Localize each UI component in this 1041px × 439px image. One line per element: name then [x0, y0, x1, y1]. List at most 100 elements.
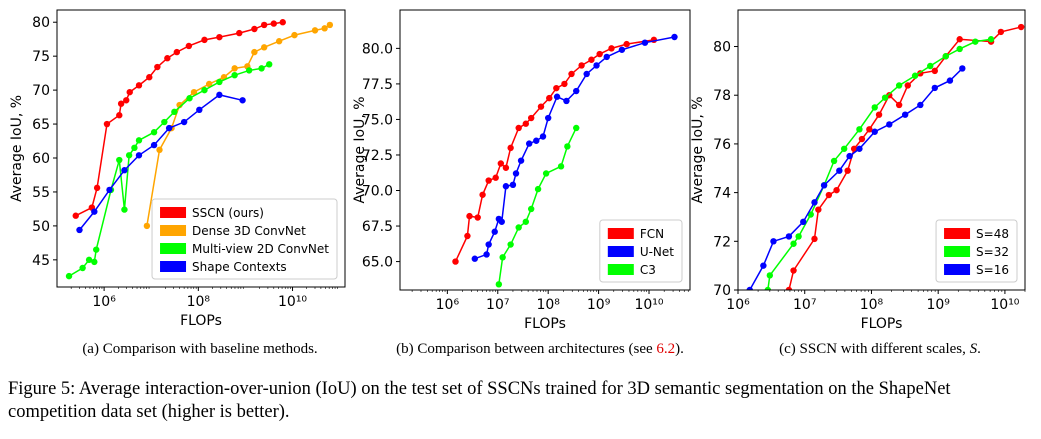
legend-swatch: [160, 261, 187, 272]
point: [260, 21, 268, 29]
chart: 10⁶ 10⁷ 10⁸ 10⁹ 10¹⁰ 65.0 67.5 70.0 72.5 75.0 77.5…: [352, 9, 691, 332]
point: [553, 84, 560, 92]
charts: 10⁶ 10⁸ 10¹⁰ 45 50 55 60 65 70 75 80 FLOPs Average I…: [9, 9, 1026, 332]
y-tick-label: 70: [32, 83, 50, 99]
point: [236, 29, 243, 37]
point: [143, 222, 151, 230]
point: [596, 50, 603, 58]
point: [509, 181, 517, 189]
point: [959, 65, 966, 72]
point: [474, 214, 481, 221]
point: [671, 33, 678, 41]
y-tick-label: 80: [32, 15, 50, 31]
point: [492, 174, 499, 181]
legend-swatch: [607, 264, 634, 275]
point: [93, 246, 100, 253]
point: [512, 170, 520, 177]
point: [764, 286, 772, 290]
point: [527, 205, 535, 213]
point: [156, 146, 163, 154]
caption-c: (c) SSCN with different scales, S.: [720, 341, 1040, 358]
point: [270, 20, 277, 27]
point: [483, 251, 490, 258]
point: [539, 133, 547, 140]
point: [997, 28, 1005, 36]
point: [840, 145, 848, 152]
point: [186, 95, 193, 102]
point: [76, 226, 83, 234]
point: [171, 108, 178, 116]
caption-ref[interactable]: 6.2: [656, 341, 676, 357]
legend-swatch: [160, 207, 187, 218]
point: [815, 206, 822, 213]
point: [790, 240, 797, 247]
plot-area: [452, 33, 678, 288]
point: [150, 141, 158, 149]
caption-text: ).: [675, 341, 684, 357]
point: [901, 111, 909, 118]
plot-area: [65, 19, 334, 280]
point: [811, 235, 818, 243]
legend-label: C3: [640, 263, 656, 277]
point: [205, 80, 213, 88]
point: [856, 145, 863, 152]
x-tick-label: 10⁹: [587, 297, 611, 313]
point: [946, 77, 954, 84]
x-tick-label: 10¹⁰: [634, 297, 663, 313]
chart: 10⁶ 10⁷ 10⁸ 10⁹ 10¹⁰ 70 72 74 76 78 80 FLOPs Average…: [690, 9, 1026, 332]
point: [927, 62, 934, 70]
point: [895, 101, 903, 109]
point: [452, 258, 459, 265]
point: [588, 56, 595, 63]
legend-label: S=16: [976, 263, 1009, 277]
point: [135, 137, 143, 144]
legend-frame: [151, 198, 338, 280]
point: [770, 238, 777, 245]
point: [537, 103, 545, 110]
y-tick-label: 70.0: [362, 184, 393, 200]
legend-label: Shape Contexts: [192, 260, 287, 274]
point: [895, 82, 903, 89]
point: [291, 31, 298, 39]
point: [121, 167, 128, 174]
point: [201, 36, 208, 44]
point: [150, 129, 158, 136]
y-tick-label: 72: [713, 234, 731, 250]
point: [542, 170, 550, 177]
point: [117, 100, 125, 107]
point: [161, 118, 168, 126]
point: [931, 84, 939, 92]
point: [126, 88, 133, 96]
point: [608, 45, 615, 52]
x-tick-label: 10⁶: [726, 297, 750, 313]
legend-label: Multi-view 2D ConvNet: [192, 242, 329, 256]
point: [846, 152, 853, 160]
point: [534, 185, 542, 193]
point: [593, 62, 600, 69]
point: [790, 267, 797, 274]
point: [196, 106, 203, 114]
point: [956, 45, 963, 53]
x-tick-label: 10⁷: [486, 297, 509, 313]
y-tick-label: 74: [713, 186, 731, 202]
point: [173, 48, 181, 56]
point: [836, 167, 843, 174]
series-line: [146, 24, 331, 227]
point: [544, 114, 552, 122]
y-tick-label: 67.5: [362, 219, 393, 235]
point: [561, 80, 568, 88]
y-axis-label: Average IoU, %: [352, 96, 368, 203]
point: [987, 36, 995, 43]
point: [165, 124, 173, 132]
point: [603, 53, 610, 61]
legend: FCN U-Net C3: [599, 219, 683, 283]
point: [746, 286, 753, 290]
point: [866, 126, 873, 133]
legend-label: S=32: [976, 245, 1009, 259]
point: [833, 186, 840, 194]
point: [502, 183, 510, 190]
legend-swatch: [944, 264, 971, 275]
plot-frame: [399, 9, 691, 291]
legend: SSCN (ours) Dense 3D ConvNet Multi-view 2D…: [151, 198, 338, 280]
